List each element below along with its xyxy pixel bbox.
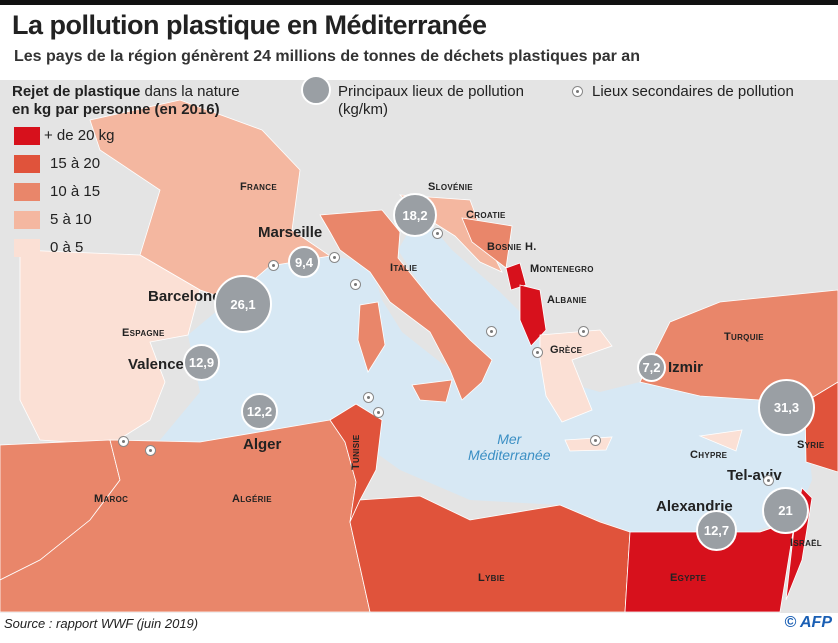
- top-bar: [0, 0, 838, 5]
- secondary-site-marker: [329, 252, 340, 263]
- legend-swatch: [14, 127, 40, 145]
- label-izmir: Izmir: [668, 359, 704, 376]
- label-lybie: Lybie: [478, 572, 505, 584]
- label-grece: Grèce: [550, 344, 583, 356]
- hotspot-telaviv: 21: [762, 487, 809, 534]
- legend-main-sites: Principaux lieux de pollution: [338, 83, 524, 100]
- legend-main-site-icon: [301, 75, 331, 105]
- secondary-site-marker: [268, 260, 279, 271]
- country-espagne: [19, 249, 201, 446]
- legend-secondary-sites: Lieux secondaires de pollution: [592, 83, 794, 100]
- label-syrie: Syrie: [797, 439, 825, 451]
- legend-swatch: [14, 239, 40, 257]
- sea-label: Mer Méditerranée: [468, 431, 551, 463]
- country-lybie: [349, 495, 631, 613]
- label-slovenie: Slovénie: [428, 181, 473, 193]
- label-france: France: [240, 181, 277, 193]
- label-espagne: Espagne: [122, 327, 165, 339]
- hotspot-valence: 12,9: [183, 344, 220, 381]
- legend-class-label: 0 à 5: [50, 239, 84, 256]
- label-maroc: Maroc: [94, 493, 129, 505]
- page-subtitle: Les pays de la région génèrent 24 millio…: [14, 48, 640, 65]
- secondary-site-marker: [532, 347, 543, 358]
- legend-title-line2: en kg par personne (en 2016): [12, 101, 220, 118]
- secondary-site-marker: [590, 435, 601, 446]
- secondary-site-marker: [118, 436, 129, 447]
- legend-swatch: [14, 211, 40, 229]
- legend-swatch: [14, 155, 40, 173]
- legend-swatch: [14, 183, 40, 201]
- hotspot-barcelone: 26,1: [214, 275, 272, 333]
- label-algerie: Algérie: [232, 493, 272, 505]
- country-montenegro: [505, 262, 527, 291]
- secondary-site-marker: [350, 279, 361, 290]
- label-marseille: Marseille: [258, 224, 323, 241]
- label-bosnie: Bosnie H.: [487, 241, 537, 253]
- page-title: La pollution plastique en Méditerranée: [12, 10, 487, 40]
- label-israel: Israël: [790, 537, 822, 549]
- legend-class-label: + de 20 kg: [44, 127, 115, 144]
- country-albanie: [519, 284, 547, 347]
- legend-title-bold: Rejet de plastique: [12, 83, 141, 100]
- hotspot-alexandrie: 12,7: [696, 510, 737, 551]
- secondary-site-marker: [578, 326, 589, 337]
- secondary-site-marker: [432, 228, 443, 239]
- secondary-site-marker: [145, 445, 156, 456]
- secondary-site-marker: [373, 407, 384, 418]
- hotspot-venise: 18,2: [393, 193, 437, 237]
- legend-class-label: 10 à 15: [50, 183, 101, 200]
- label-alger: Alger: [243, 436, 282, 453]
- label-barcelone: Barcelone: [148, 288, 221, 305]
- country-grece: [539, 329, 613, 423]
- secondary-site-marker: [763, 475, 774, 486]
- legend-title: Rejet de plastique dans la nature: [12, 83, 240, 100]
- label-valence: Valence: [128, 356, 184, 373]
- label-albanie: Albanie: [547, 294, 587, 306]
- legend-main-sites-unit: (kg/km): [338, 101, 388, 118]
- label-montenegro: Montenegro: [530, 263, 594, 275]
- legend-class-label: 15 à 20: [50, 155, 101, 172]
- country-chypre: [698, 429, 743, 452]
- hotspot-marseille: 9,4: [288, 246, 320, 278]
- sea-label-line2: Méditerranée: [468, 447, 551, 463]
- label-tunisie: Tunisie: [350, 434, 362, 471]
- source-note: Source : rapport WWF (juin 2019): [4, 616, 199, 631]
- label-italie: Italie: [390, 262, 418, 274]
- hotspot-alger: 12,2: [241, 393, 278, 430]
- hotspot-syrie: 31,3: [758, 379, 815, 436]
- hotspot-izmir: 7,2: [637, 353, 666, 382]
- legend-secondary-site-icon: [572, 86, 583, 97]
- label-chypre: Chypre: [690, 449, 728, 461]
- secondary-site-marker: [486, 326, 497, 337]
- country-turquie: [639, 289, 838, 403]
- sea-label-line1: Mer: [497, 431, 522, 447]
- label-egypte: Egypte: [670, 572, 707, 584]
- legend-class-label: 5 à 10: [50, 211, 92, 228]
- country-italie: [319, 209, 493, 401]
- label-croatie: Croatie: [466, 209, 506, 221]
- legend-title-rest: dans la nature: [140, 83, 240, 100]
- country-sicile: [411, 379, 453, 403]
- label-turquie: Turquie: [724, 331, 764, 343]
- country-sardaigne: [357, 301, 386, 373]
- afp-logo: © AFP: [784, 614, 832, 631]
- secondary-site-marker: [363, 392, 374, 403]
